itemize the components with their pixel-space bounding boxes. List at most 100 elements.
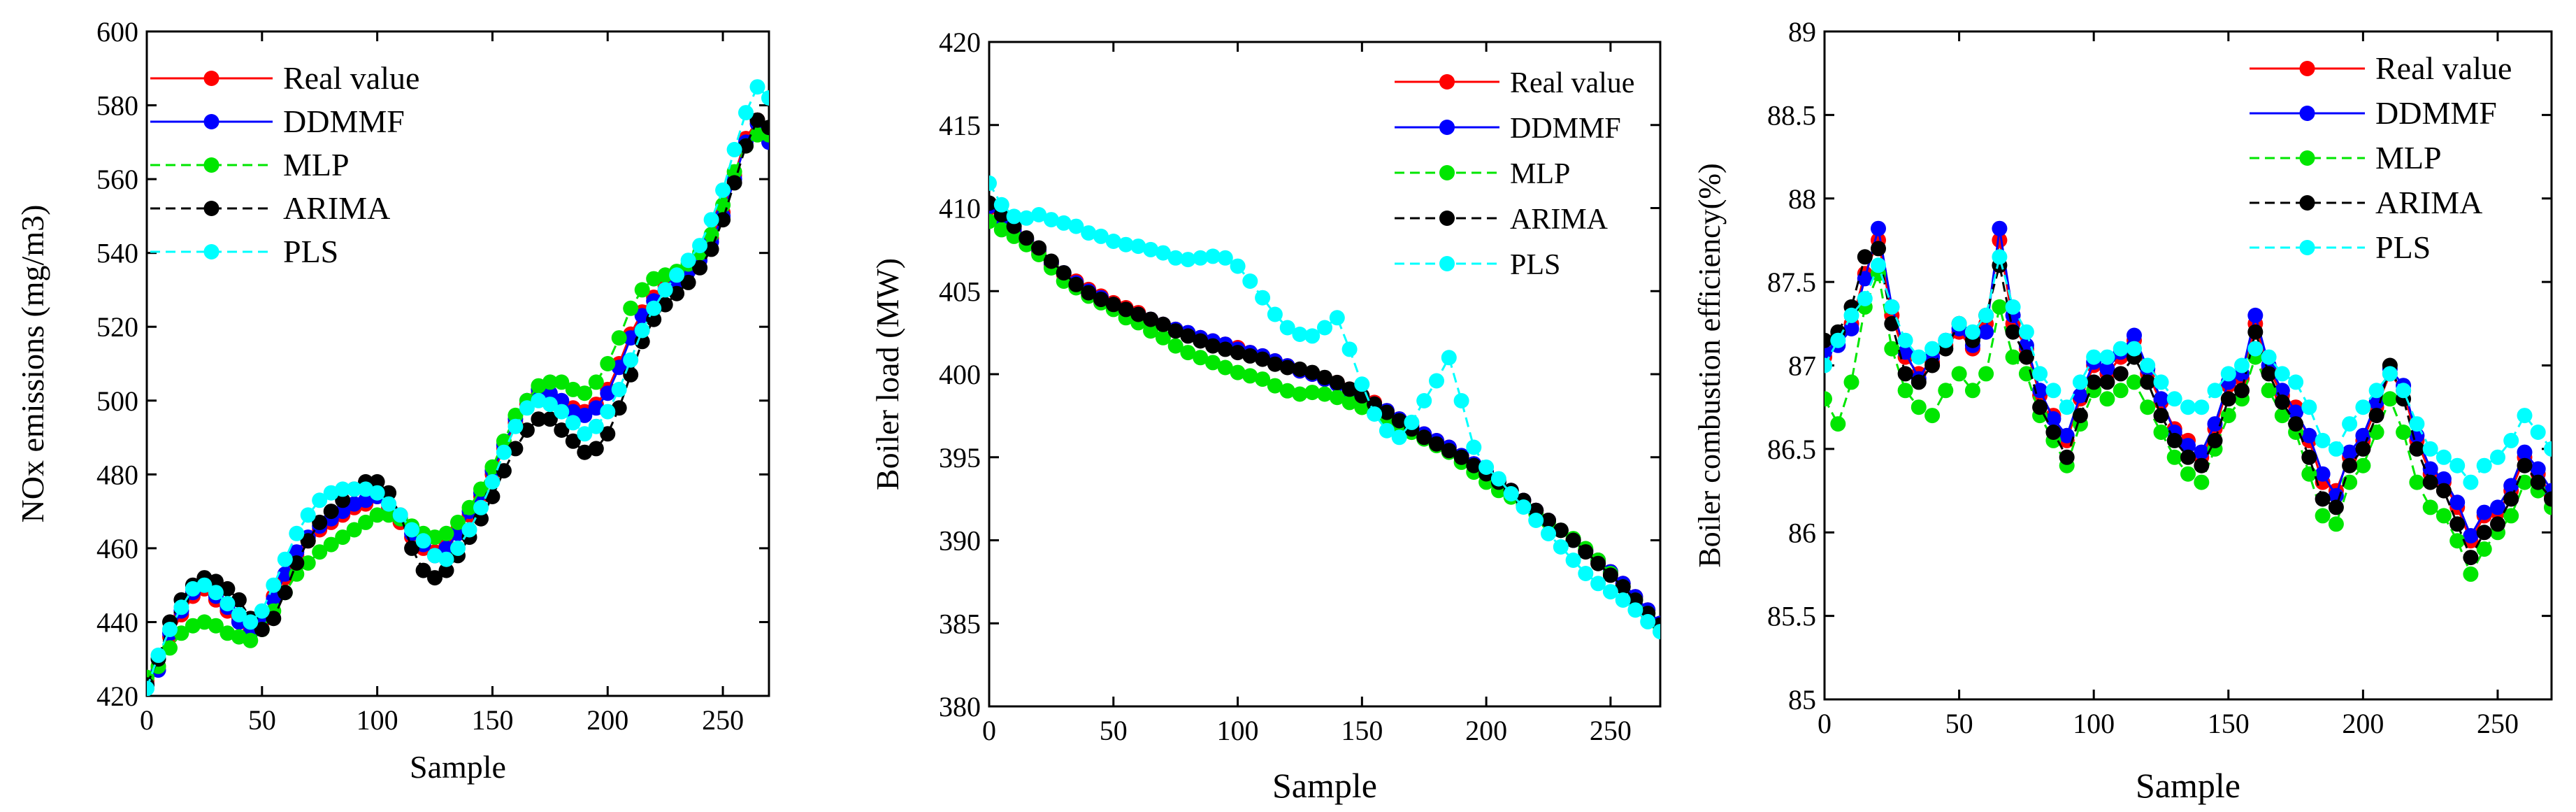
data-point	[1992, 299, 2008, 315]
data-point	[2032, 366, 2048, 382]
data-point	[2194, 444, 2210, 460]
legend: Real value DDMMF MLP ARIMA PLS	[150, 60, 419, 269]
data-point	[1143, 323, 1159, 339]
data-point	[1304, 385, 1321, 401]
data-point	[542, 385, 558, 401]
data-point	[335, 504, 351, 520]
data-point	[231, 592, 247, 608]
data-point	[358, 514, 374, 530]
data-point	[1938, 332, 1954, 348]
data-point	[173, 599, 189, 615]
data-point	[1884, 315, 1900, 332]
x-tick-label: 100	[1217, 715, 1259, 746]
data-point	[2005, 349, 2021, 365]
data-point	[1379, 404, 1395, 420]
series-line-mlp	[1825, 269, 2552, 577]
legend-label: ARIMA	[1510, 204, 1609, 236]
data-point	[1167, 250, 1183, 266]
legend-marker	[2299, 195, 2315, 211]
data-point	[2288, 416, 2304, 432]
data-point	[2127, 341, 2142, 357]
series-group	[1825, 220, 2552, 582]
data-point	[2247, 341, 2264, 357]
data-point	[1230, 345, 1246, 361]
data-point	[2463, 566, 2479, 582]
data-point	[2328, 499, 2344, 515]
data-point	[761, 90, 769, 106]
y-tick-label: 500	[96, 385, 138, 417]
x-axis-label: Sample	[1272, 766, 1377, 805]
data-point	[2530, 461, 2546, 477]
data-point	[2301, 466, 2317, 482]
data-point	[554, 404, 570, 420]
data-point	[1478, 460, 1495, 475]
data-point	[1242, 273, 1258, 289]
data-point	[715, 212, 731, 228]
legend-marker	[1439, 211, 1455, 226]
data-point	[496, 433, 512, 449]
data-point	[993, 197, 1009, 213]
data-point	[473, 511, 489, 527]
legend-label: PLS	[1510, 249, 1560, 281]
data-point	[680, 274, 696, 290]
x-tick-label: 0	[140, 704, 154, 736]
data-point	[196, 577, 213, 593]
data-point	[2099, 349, 2115, 365]
data-point	[2396, 425, 2412, 440]
data-point	[300, 507, 316, 523]
data-point	[323, 536, 339, 553]
data-point	[2194, 399, 2210, 415]
legend-label: MLP	[283, 147, 350, 183]
data-point	[1466, 439, 1482, 455]
data-point	[715, 182, 731, 198]
data-point	[2463, 550, 2479, 566]
legend: Real value DDMMF MLP ARIMA PLS	[2250, 50, 2512, 265]
data-point	[519, 400, 535, 416]
data-point	[1068, 218, 1084, 234]
data-point	[2328, 441, 2344, 457]
data-point	[289, 555, 305, 571]
data-point	[2435, 483, 2452, 499]
data-point	[220, 596, 236, 612]
data-point	[1441, 443, 1457, 459]
data-point	[2113, 366, 2129, 382]
data-point	[415, 533, 431, 549]
x-tick-label: 200	[2342, 708, 2384, 739]
data-point	[1830, 332, 1846, 348]
legend-marker	[1439, 165, 1455, 180]
data-point	[1317, 369, 1332, 385]
chart-panel-2: 0 50 100 150 200 250 380 385 390 395 400 405 410 415 4…	[870, 27, 1662, 805]
data-point	[542, 411, 558, 427]
data-point	[404, 522, 420, 538]
data-point	[277, 585, 293, 601]
legend-marker	[2299, 150, 2315, 166]
x-tick-label: 200	[1465, 715, 1507, 746]
legend: Real value DDMMF MLP ARIMA PLS	[1395, 67, 1634, 281]
data-point	[335, 529, 351, 546]
data-point	[726, 175, 742, 191]
data-point	[1056, 215, 1072, 231]
data-point	[577, 407, 593, 423]
data-point	[1391, 413, 1407, 429]
data-point	[1825, 344, 1832, 360]
data-point	[1541, 513, 1556, 528]
data-point	[2220, 366, 2236, 382]
data-point	[2166, 449, 2182, 465]
y-tick-label: 86.5	[1767, 434, 1816, 465]
data-point	[1516, 499, 1532, 515]
data-point	[2234, 357, 2250, 373]
x-tick-label: 50	[248, 704, 276, 736]
data-point	[2113, 341, 2129, 357]
data-point	[2382, 366, 2398, 382]
y-tick-label: 420	[96, 681, 138, 712]
data-point	[1068, 276, 1084, 292]
data-point	[600, 404, 616, 420]
data-point	[1911, 374, 1927, 390]
data-point	[1830, 416, 1846, 432]
data-point	[2422, 461, 2438, 477]
y-tick-label: 87.5	[1767, 266, 1816, 298]
data-point	[2099, 391, 2115, 407]
data-point	[254, 603, 270, 619]
data-point	[1897, 383, 1913, 399]
data-point	[1379, 422, 1395, 439]
